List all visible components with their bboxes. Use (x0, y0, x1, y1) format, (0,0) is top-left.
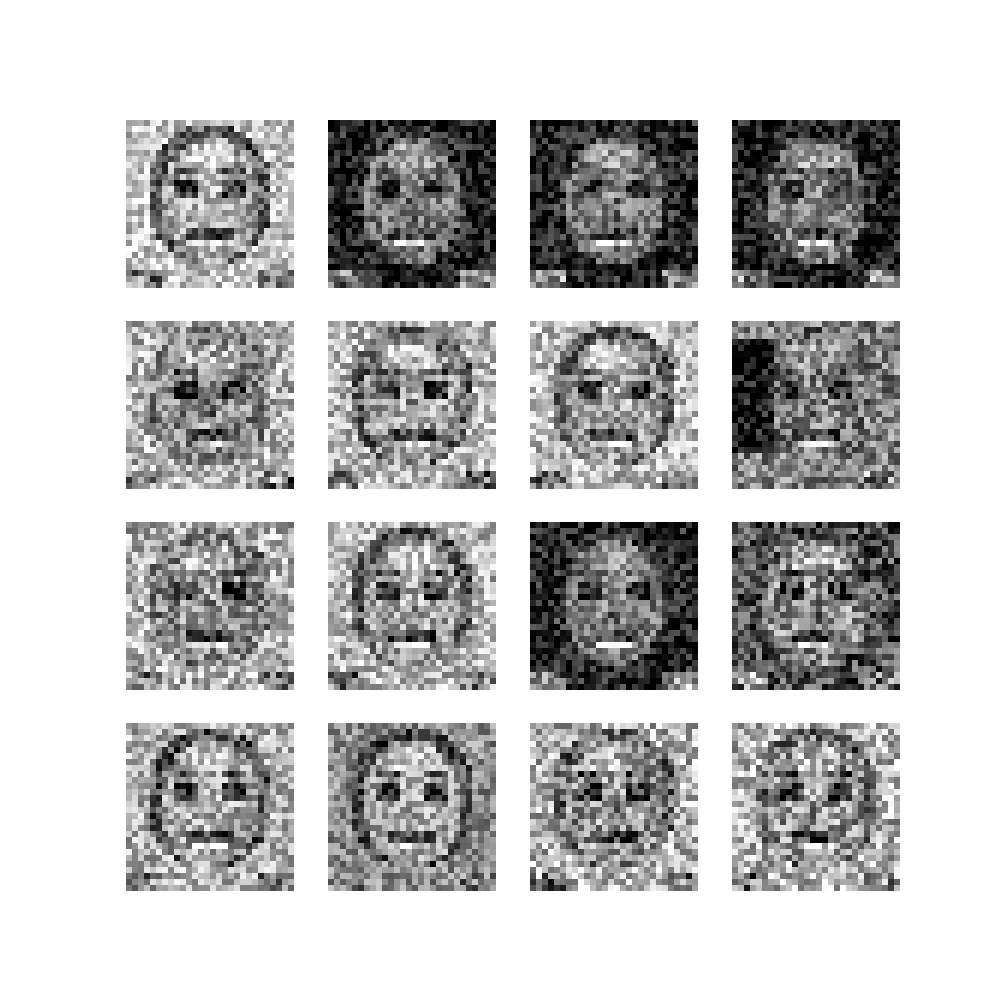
face-sample-r2-c1 (126, 321, 294, 489)
face-sample-r2-c2 (328, 321, 496, 489)
face-sample-r3-c1 (126, 522, 294, 690)
face-sample-r1-c1 (126, 120, 294, 288)
face-sample-r3-c3 (530, 522, 698, 690)
face-sample-r4-c2 (328, 723, 496, 891)
face-sample-r1-c3 (530, 120, 698, 288)
face-sample-r1-c2 (328, 120, 496, 288)
face-sample-r4-c4 (732, 723, 900, 891)
face-sample-r2-c4 (732, 321, 900, 489)
face-sample-r2-c3 (530, 321, 698, 489)
face-sample-r4-c1 (126, 723, 294, 891)
face-sample-r1-c4 (732, 120, 900, 288)
face-sample-r3-c4 (732, 522, 900, 690)
face-sample-r3-c2 (328, 522, 496, 690)
face-sample-r4-c3 (530, 723, 698, 891)
